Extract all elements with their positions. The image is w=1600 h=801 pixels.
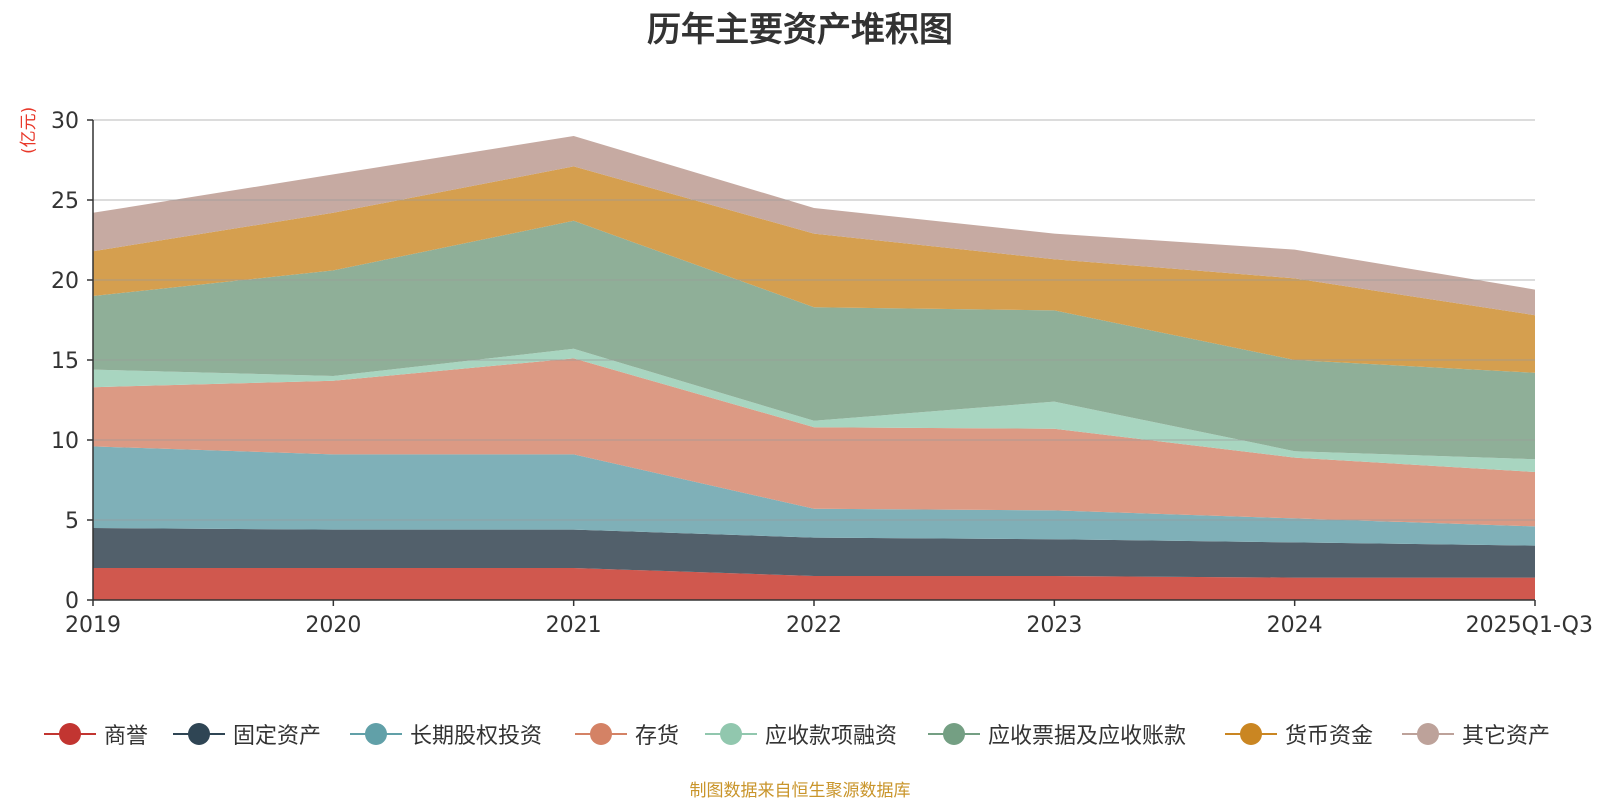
area-series-6 <box>93 166 1535 373</box>
x-tick-label-6: 2025Q1-Q3 <box>1466 613 1593 638</box>
x-tick-label-4: 2023 <box>1026 613 1082 638</box>
legend-swatch-icon <box>173 716 225 752</box>
legend-item-1[interactable]: 固定资产 <box>173 716 321 752</box>
legend-label: 货币资金 <box>1285 724 1374 749</box>
legend-item-6[interactable]: 货币资金 <box>1225 716 1373 752</box>
legend-swatch-icon <box>1402 716 1454 752</box>
legend-swatch-icon <box>1225 716 1277 752</box>
legend-item-4[interactable]: 应收款项融资 <box>705 716 897 752</box>
legend-item-3[interactable]: 存货 <box>575 716 679 752</box>
chart-legend: 商誉 固定资产 长期股权投资 存货 应收款项融资 应收票据及应收账款 货币资金 其它资产 <box>0 716 1600 752</box>
legend-swatch-icon <box>928 716 980 752</box>
y-tick-label-5: 25 <box>51 189 79 214</box>
legend-item-2[interactable]: 长期股权投资 <box>350 716 542 752</box>
x-tick-label-1: 2020 <box>305 613 361 638</box>
area-series-4 <box>93 348 1535 472</box>
stacked-area-chart: 0 5 10 15 20 25 30 2019 2020 2021 2022 2023 2024 2025… <box>51 109 1593 638</box>
y-tick-label-6: 30 <box>51 109 79 134</box>
legend-item-0[interactable]: 商誉 <box>44 716 148 752</box>
legend-swatch-icon <box>44 716 96 752</box>
legend-label: 固定资产 <box>233 724 322 749</box>
legend-label: 应收票据及应收账款 <box>988 724 1187 749</box>
x-tick-label-3: 2022 <box>786 613 842 638</box>
area-series-7 <box>93 136 1535 316</box>
y-tick-label-4: 20 <box>51 269 79 294</box>
legend-label: 存货 <box>635 724 680 749</box>
legend-label: 应收款项融资 <box>765 724 898 749</box>
area-series-3 <box>93 358 1535 527</box>
chart-title: 历年主要资产堆积图 <box>647 10 953 50</box>
y-tick-label-2: 10 <box>51 429 79 454</box>
y-tick-label-0: 0 <box>65 589 79 614</box>
y-tick-label-1: 5 <box>65 509 79 534</box>
x-tick-label-2: 2021 <box>546 613 602 638</box>
legend-label: 其它资产 <box>1462 724 1551 749</box>
data-source-note: 制图数据来自恒生聚源数据库 <box>689 781 911 801</box>
x-tick-label-0: 2019 <box>65 613 121 638</box>
legend-item-7[interactable]: 其它资产 <box>1402 716 1550 752</box>
legend-swatch-icon <box>705 716 757 752</box>
legend-item-5[interactable]: 应收票据及应收账款 <box>928 716 1186 752</box>
legend-label: 长期股权投资 <box>410 724 543 749</box>
legend-swatch-icon <box>350 716 402 752</box>
area-series-1 <box>93 528 1535 578</box>
area-series-0 <box>93 568 1535 600</box>
y-tick-label-3: 15 <box>51 349 79 374</box>
legend-label: 商誉 <box>104 724 149 749</box>
x-tick-label-5: 2024 <box>1267 613 1323 638</box>
legend-swatch-icon <box>575 716 627 752</box>
area-series-2 <box>93 446 1535 546</box>
